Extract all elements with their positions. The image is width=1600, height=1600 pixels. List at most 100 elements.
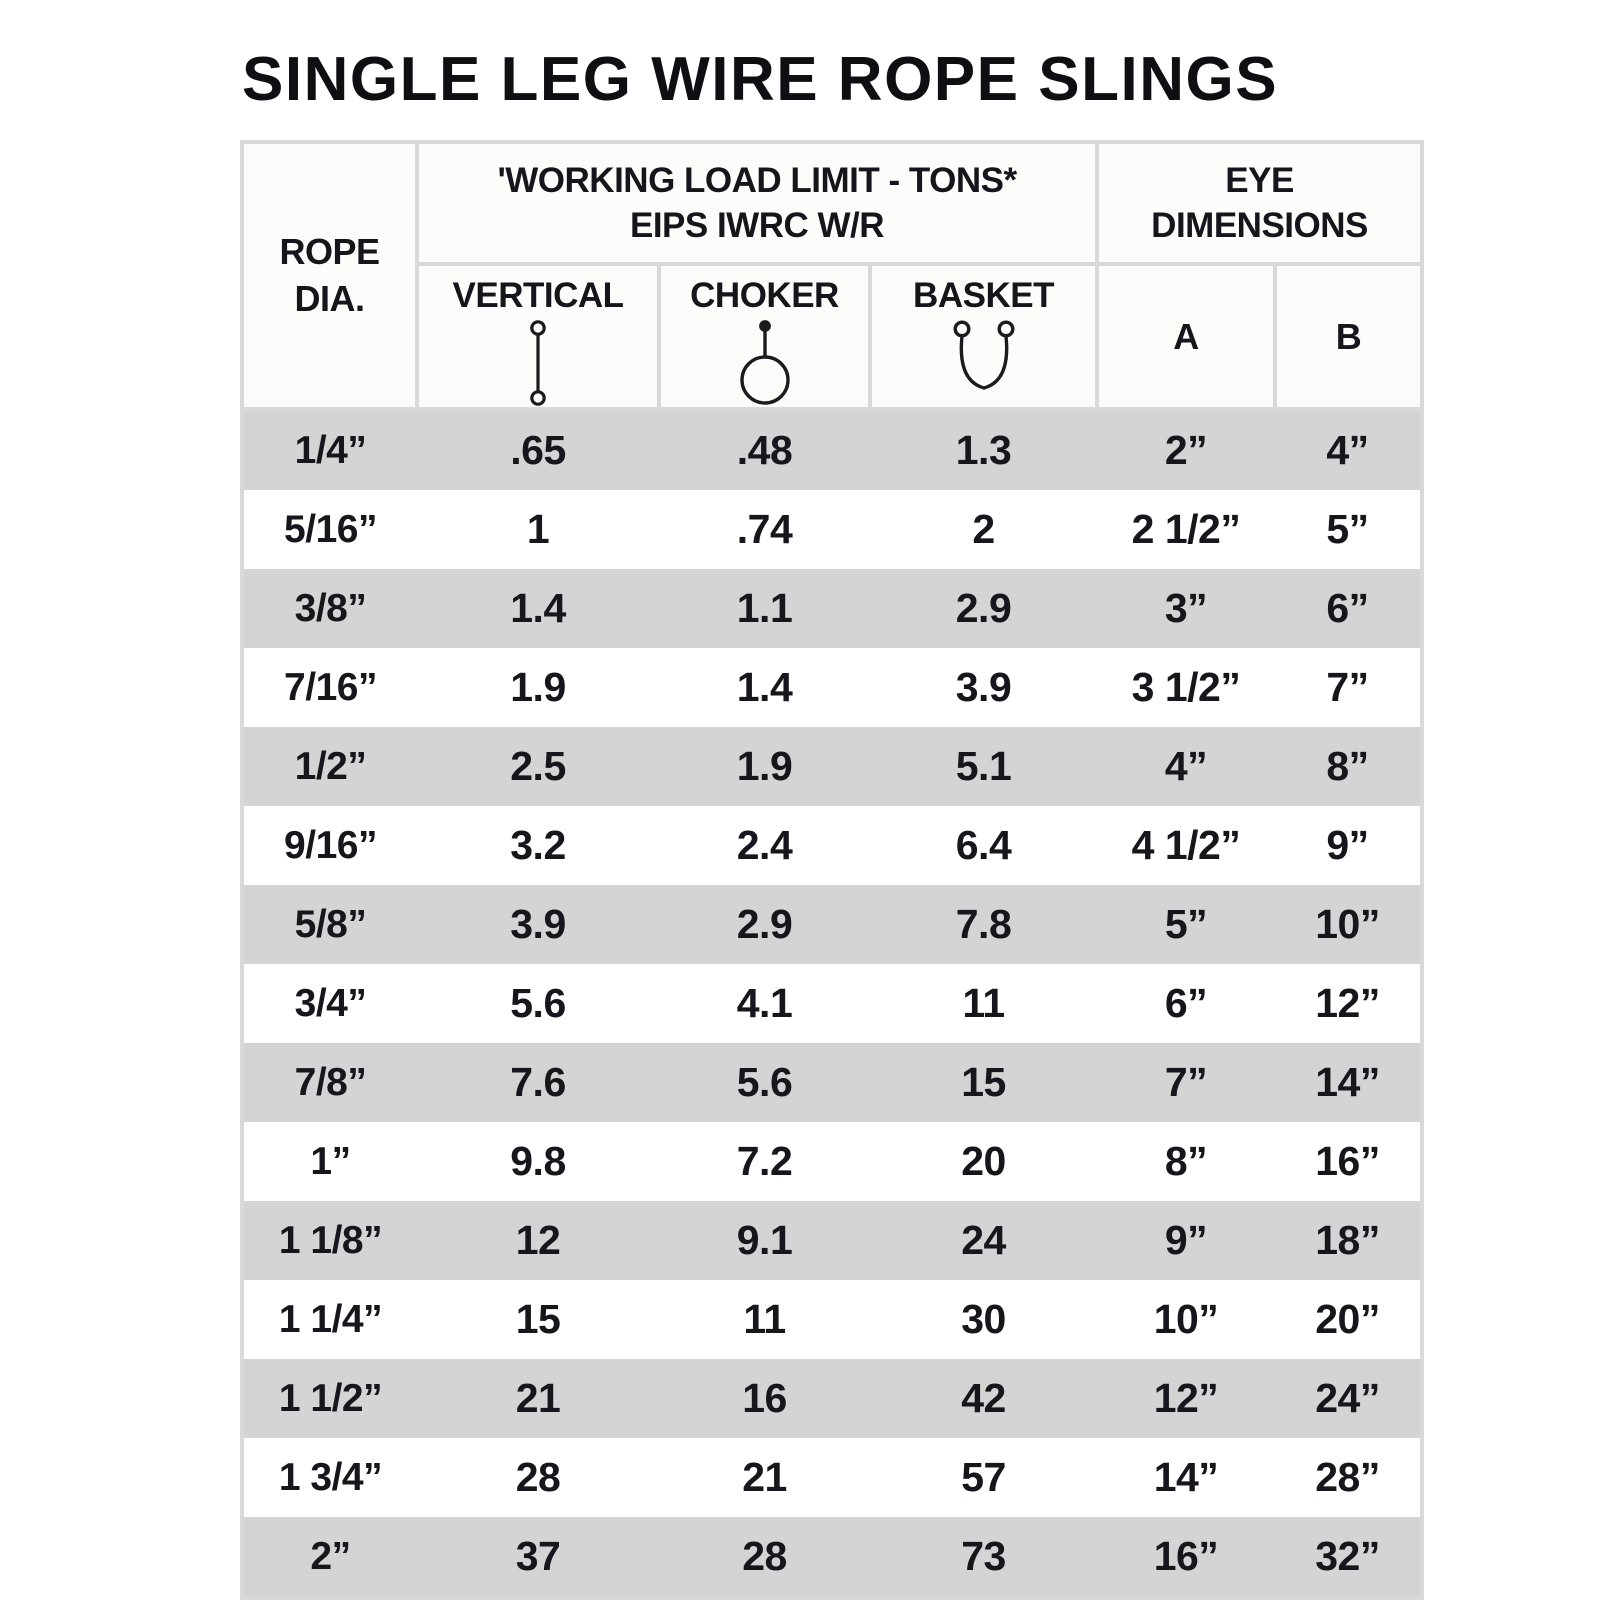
table-row: 1 3/4” 28 21 57 14” 28” [242, 1438, 1423, 1517]
table-row: 3/8” 1.4 1.1 2.9 3” 6” [242, 569, 1423, 648]
cell-eye-a: 2 1/2” [1097, 490, 1276, 569]
header-eye-line1: EYE [1225, 160, 1294, 200]
cell-basket: 30 [870, 1280, 1098, 1359]
cell-vertical: 2.5 [417, 727, 659, 806]
table-row: 1 1/4” 15 11 30 10” 20” [242, 1280, 1423, 1359]
cell-choker: 1.1 [659, 569, 870, 648]
cell-choker: 2.9 [659, 885, 870, 964]
header-eye-a: A [1095, 262, 1278, 411]
cell-vertical: 37 [417, 1517, 659, 1598]
cell-choker: .74 [659, 490, 870, 569]
cell-choker: 2.4 [659, 806, 870, 885]
header-basket-label: BASKET [913, 276, 1054, 315]
cell-choker: 21 [659, 1438, 870, 1517]
cell-eye-b: 18” [1275, 1201, 1423, 1280]
cell-basket: 11 [870, 964, 1098, 1043]
cell-rope-dia: 5/16” [242, 490, 417, 569]
header-vertical-label: VERTICAL [452, 276, 625, 315]
cell-vertical: 1 [417, 490, 659, 569]
cell-rope-dia: 3/8” [242, 569, 417, 648]
cell-eye-a: 10” [1097, 1280, 1276, 1359]
cell-eye-a: 8” [1097, 1122, 1276, 1201]
table-body: 1/4” .65.48 1.3 2” 4” 5/16” 1.74 2 2 1/2” 5” 3/8” 1… [242, 409, 1423, 1598]
table-row: 1/2” 2.5 1.9 5.1 4” 8” [242, 727, 1423, 806]
cell-eye-a: 12” [1097, 1359, 1276, 1438]
table-row: 9/16” 3.2 2.4 6.4 4 1/2” 9” [242, 806, 1423, 885]
table-row: 1 1/8” 12 9.1 24 9” 18” [242, 1201, 1423, 1280]
cell-basket: 2 [870, 490, 1098, 569]
cell-rope-dia: 5/8” [242, 885, 417, 964]
cell-vertical: 28 [417, 1438, 659, 1517]
header-choker: CHOKER [657, 262, 872, 411]
table-row: 1 1/2” 21 16 42 12” 24” [242, 1359, 1423, 1438]
cell-rope-dia: 1/4” [242, 409, 417, 490]
cell-basket: 42 [870, 1359, 1098, 1438]
cell-eye-b: 14” [1275, 1043, 1423, 1122]
cell-basket: 1.3 [870, 409, 1098, 490]
cell-eye-b: 16” [1275, 1122, 1423, 1201]
cell-vertical: 5.6 [417, 964, 659, 1043]
cell-vertical: 1.9 [417, 648, 659, 727]
header-working-load-limit: 'WORKING LOAD LIMIT - TONS* EIPS IWRC W/… [414, 140, 1100, 266]
cell-basket: 20 [870, 1122, 1098, 1201]
cell-rope-dia: 1 1/4” [242, 1280, 417, 1359]
cell-eye-b: 20” [1275, 1280, 1423, 1359]
cell-basket: 6.4 [870, 806, 1098, 885]
cell-basket: 3.9 [870, 648, 1098, 727]
cell-choker: 11 [659, 1280, 870, 1359]
basket-sling-icon [951, 319, 1017, 395]
cell-eye-b: 4” [1275, 409, 1423, 490]
cell-choker: 9.1 [659, 1201, 870, 1280]
cell-vertical: 3.2 [417, 806, 659, 885]
cell-vertical: 7.6 [417, 1043, 659, 1122]
cell-basket: 24 [870, 1201, 1098, 1280]
cell-rope-dia: 7/16” [242, 648, 417, 727]
cell-rope-dia: 1 1/8” [242, 1201, 417, 1280]
choker-sling-icon [738, 319, 792, 407]
header-eye-dimensions: EYE DIMENSIONS [1095, 140, 1425, 266]
cell-basket: 57 [870, 1438, 1098, 1517]
cell-basket: 5.1 [870, 727, 1098, 806]
cell-eye-b: 24” [1275, 1359, 1423, 1438]
cell-eye-a: 2” [1097, 409, 1276, 490]
table-row: 1” 9.8 7.2 20 8” 16” [242, 1122, 1423, 1201]
table-row: 5/16” 1.74 2 2 1/2” 5” [242, 490, 1423, 569]
header-eye-a-label: A [1173, 315, 1199, 357]
cell-choker: 4.1 [659, 964, 870, 1043]
cell-rope-dia: 1 1/2” [242, 1359, 417, 1438]
header-eye-line2: DIMENSIONS [1151, 206, 1368, 245]
table-row: 2” 37 28 73 16” 32” [242, 1517, 1423, 1598]
cell-rope-dia: 9/16” [242, 806, 417, 885]
cell-choker: .48 [659, 409, 870, 490]
header-wll-line2: EIPS IWRC W/R [629, 206, 885, 245]
cell-eye-b: 7” [1275, 648, 1423, 727]
cell-basket: 2.9 [870, 569, 1098, 648]
cell-eye-b: 5” [1275, 490, 1423, 569]
cell-rope-dia: 3/4” [242, 964, 417, 1043]
cell-choker: 1.9 [659, 727, 870, 806]
header-vertical: VERTICAL [415, 262, 661, 411]
cell-eye-a: 5” [1097, 885, 1276, 964]
cell-vertical: 1.4 [417, 569, 659, 648]
vertical-sling-icon [523, 319, 553, 407]
cell-eye-a: 4 1/2” [1097, 806, 1276, 885]
cell-rope-dia: 1/2” [242, 727, 417, 806]
table-row: 3/4” 5.6 4.1 11 6” 12” [242, 964, 1423, 1043]
cell-eye-a: 3” [1097, 569, 1276, 648]
header-rope-dia-line2: DIA. [294, 277, 366, 319]
cell-basket: 15 [870, 1043, 1098, 1122]
cell-rope-dia: 2” [242, 1517, 417, 1598]
cell-eye-a: 9” [1097, 1201, 1276, 1280]
header-eye-b: B [1273, 262, 1425, 411]
cell-basket: 73 [870, 1517, 1098, 1598]
table-row: 1/4” .65.48 1.3 2” 4” [242, 409, 1423, 490]
cell-eye-b: 9” [1275, 806, 1423, 885]
page-title: SINGLE LEG WIRE ROPE SLINGS [242, 45, 1279, 114]
cell-eye-a: 4” [1097, 727, 1276, 806]
header-basket: BASKET [867, 262, 1100, 411]
table-header: ROPE DIA. 'WORKING LOAD LIMIT - TONS* EI… [240, 140, 1425, 411]
table-row: 5/8” 3.9 2.9 7.8 5” 10” [242, 885, 1423, 964]
header-choker-label: CHOKER [690, 276, 839, 315]
cell-eye-b: 8” [1275, 727, 1423, 806]
